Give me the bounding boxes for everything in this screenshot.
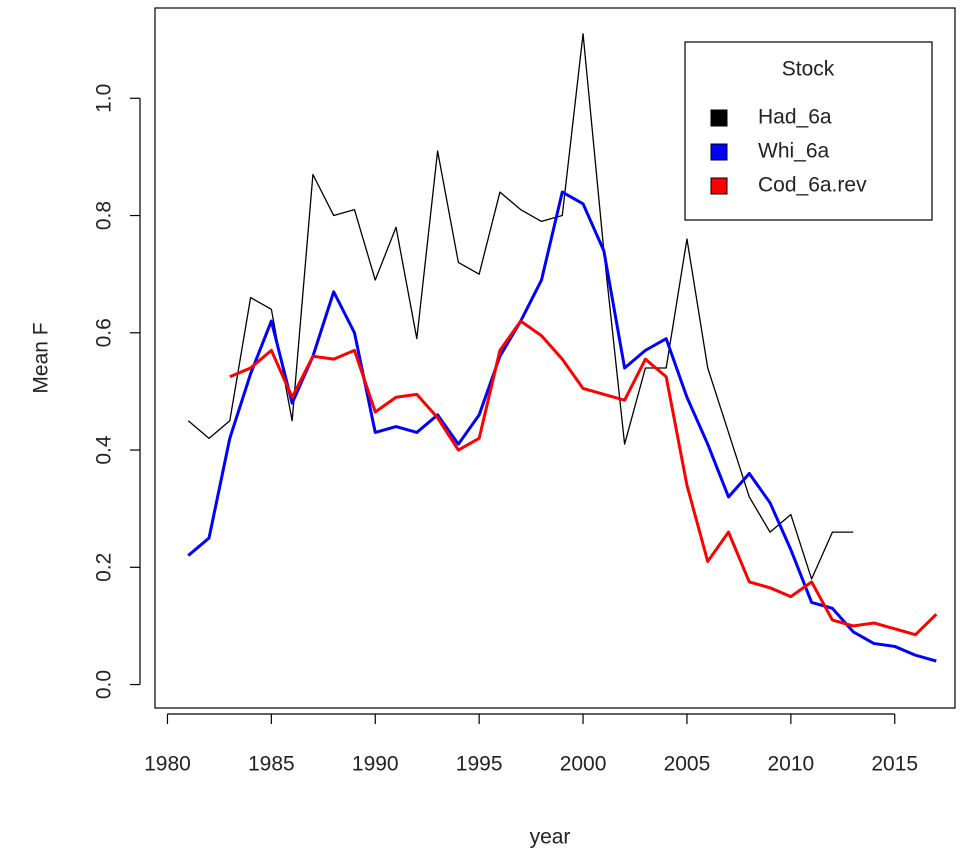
x-tick-label: 2010 xyxy=(767,753,814,776)
y-tick-label: 0.6 xyxy=(93,318,116,347)
series-line xyxy=(187,33,854,580)
x-tick-label: 2015 xyxy=(871,753,918,776)
x-tick-label: 1980 xyxy=(144,753,191,776)
legend-label: Cod_6a.rev xyxy=(758,174,867,197)
series-line xyxy=(229,319,938,637)
legend-label: Whi_6a xyxy=(758,140,830,163)
plot-frame xyxy=(154,7,956,709)
y-axis-label: Mean F xyxy=(30,322,53,393)
legend-title: Stock xyxy=(782,58,835,81)
y-tick-label: 1.0 xyxy=(93,84,116,113)
legend-swatch xyxy=(710,177,728,195)
y-tick-label: 0.0 xyxy=(93,670,116,699)
y-tick-label: 0.8 xyxy=(93,201,116,230)
x-tick-label: 2000 xyxy=(560,753,607,776)
legend-swatch xyxy=(710,143,728,161)
x-tick-label: 2005 xyxy=(664,753,711,776)
x-tick-label: 1995 xyxy=(456,753,503,776)
series-line xyxy=(187,190,937,663)
y-tick-label: 0.4 xyxy=(93,435,116,465)
legend-label: Had_6a xyxy=(758,106,832,129)
legend-swatch xyxy=(710,109,728,127)
x-tick-label: 1990 xyxy=(352,753,399,776)
x-axis-label: year xyxy=(530,826,571,849)
x-tick-label: 1985 xyxy=(248,753,295,776)
y-tick-label: 0.2 xyxy=(93,553,116,582)
